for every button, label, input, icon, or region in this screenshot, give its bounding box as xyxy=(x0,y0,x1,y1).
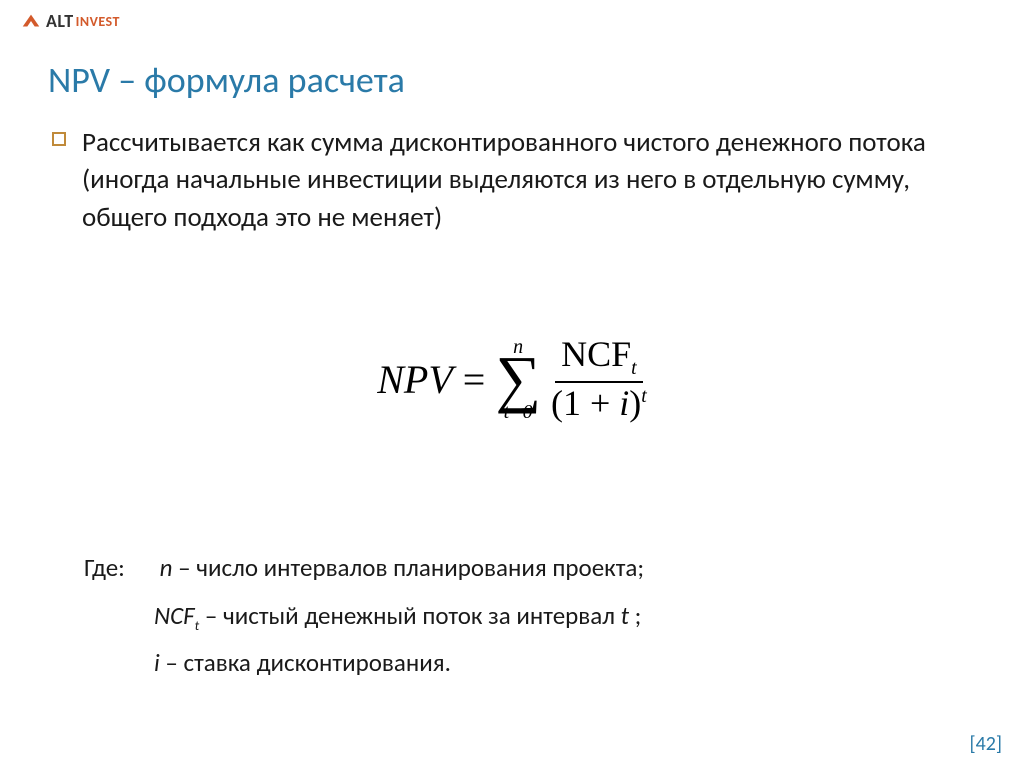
formula-lhs: NPV xyxy=(377,356,453,403)
where-sym-1: n xyxy=(160,552,173,583)
bullet-item: Рассчитывается как сумма дисконтированно… xyxy=(52,124,964,236)
den-var: i xyxy=(619,383,629,423)
bullet-marker-icon xyxy=(52,132,66,146)
sigma-lower: t=0 xyxy=(504,402,533,422)
sigma-block: n ∑ t=0 xyxy=(495,337,541,422)
den-exp: t xyxy=(641,385,647,407)
num-sub: t xyxy=(631,357,637,379)
den-close: ) xyxy=(629,383,641,423)
logo-text-alt: ALT xyxy=(46,10,74,32)
where-sym-2: NCFt xyxy=(154,600,199,631)
where-txt-3: – ставка дисконтирования. xyxy=(160,647,451,678)
where-tail-sym-2: t xyxy=(621,600,629,631)
fraction-denominator: (1 + i)t xyxy=(551,383,647,423)
bullet-text: Рассчитывается как сумма дисконтированно… xyxy=(82,124,964,236)
slide-title: NPV – формула расчета xyxy=(48,58,405,102)
num-base: NCF xyxy=(561,334,631,374)
where-line-1: Где: n – число интервалов планирования п… xyxy=(84,544,964,592)
where-tail-2: ; xyxy=(629,600,641,631)
npv-formula: NPV = n ∑ t=0 NCFt (1 + i)t xyxy=(377,336,647,423)
brand-logo: ALT INVEST xyxy=(20,10,120,32)
where-line-3: i – ставка дисконтирования. xyxy=(154,639,964,687)
logo-text-invest: INVEST xyxy=(76,13,120,30)
where-block: Где: n – число интервалов планирования п… xyxy=(84,544,964,687)
formula-equals: = xyxy=(463,356,486,403)
den-open: (1 + xyxy=(551,383,619,423)
where-label: Где: xyxy=(84,544,154,592)
where-txt-1: – число интервалов планирования проекта; xyxy=(173,552,645,583)
logo-arrow-icon xyxy=(20,10,42,32)
fraction: NCFt (1 + i)t xyxy=(551,336,647,423)
page-number: [42] xyxy=(969,732,1002,756)
where-txt-2: – чистый денежный поток за интервал xyxy=(199,600,620,631)
where-line-2: NCFt – чистый денежный поток за интервал… xyxy=(154,592,964,640)
sigma-icon: ∑ xyxy=(495,353,541,404)
fraction-numerator: NCFt xyxy=(555,336,643,383)
formula-block: NPV = n ∑ t=0 NCFt (1 + i)t xyxy=(0,336,1024,423)
